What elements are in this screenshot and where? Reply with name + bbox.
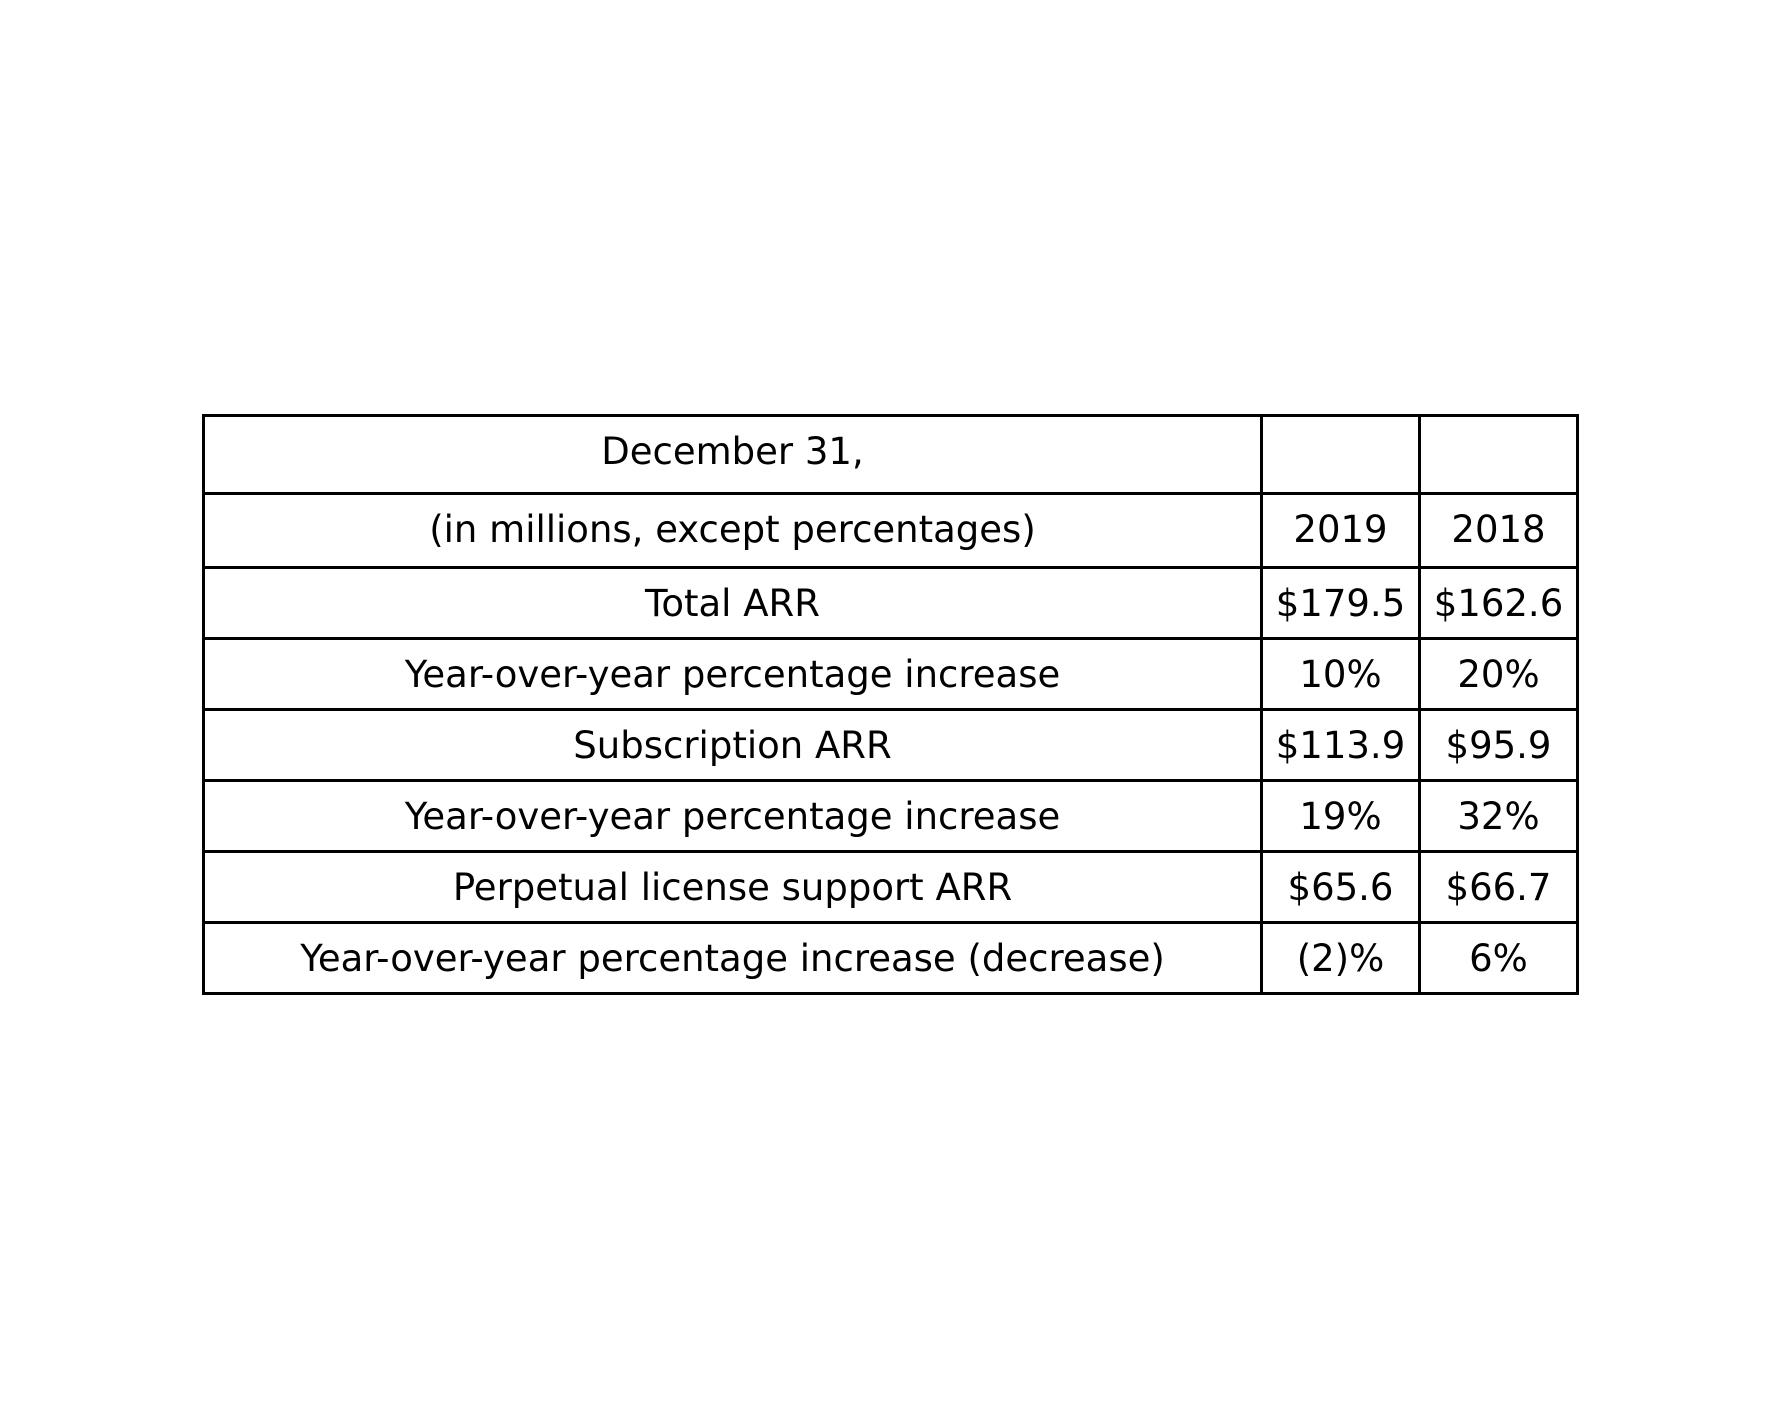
value-cell: 10%	[1260, 637, 1421, 711]
row-label-cell: Year-over-year percentage increase	[202, 779, 1263, 853]
row-label-cell: Year-over-year percentage increase	[202, 637, 1263, 711]
table-header-row: December 31,	[202, 414, 1579, 495]
value-cell: $162.6	[1418, 566, 1579, 640]
value-cell: $65.6	[1260, 850, 1421, 924]
table-row: Total ARR $179.5 $162.6	[202, 566, 1579, 640]
value-cell: 32%	[1418, 779, 1579, 853]
header-year-cell: 2019	[1260, 492, 1421, 569]
table-header-row: (in millions, except percentages) 2019 2…	[202, 492, 1579, 569]
header-empty-cell	[1418, 414, 1579, 495]
value-cell: $66.7	[1418, 850, 1579, 924]
table-row: Subscription ARR $113.9 $95.9	[202, 708, 1579, 782]
value-cell: $179.5	[1260, 566, 1421, 640]
header-year-cell: 2018	[1418, 492, 1579, 569]
table-row: Perpetual license support ARR $65.6 $66.…	[202, 850, 1579, 924]
value-cell: 6%	[1418, 921, 1579, 995]
value-cell: (2)%	[1260, 921, 1421, 995]
arr-table: December 31, (in millions, except percen…	[202, 414, 1579, 995]
value-cell: 20%	[1418, 637, 1579, 711]
value-cell: 19%	[1260, 779, 1421, 853]
table-row: Year-over-year percentage increase (decr…	[202, 921, 1579, 995]
table-row: Year-over-year percentage increase 10% 2…	[202, 637, 1579, 711]
row-label-cell: Year-over-year percentage increase (decr…	[202, 921, 1263, 995]
row-label-cell: Total ARR	[202, 566, 1263, 640]
row-label-cell: Perpetual license support ARR	[202, 850, 1263, 924]
header-period-cell: December 31,	[202, 414, 1263, 495]
value-cell: $95.9	[1418, 708, 1579, 782]
table-row: Year-over-year percentage increase 19% 3…	[202, 779, 1579, 853]
header-units-cell: (in millions, except percentages)	[202, 492, 1263, 569]
header-empty-cell	[1260, 414, 1421, 495]
value-cell: $113.9	[1260, 708, 1421, 782]
row-label-cell: Subscription ARR	[202, 708, 1263, 782]
